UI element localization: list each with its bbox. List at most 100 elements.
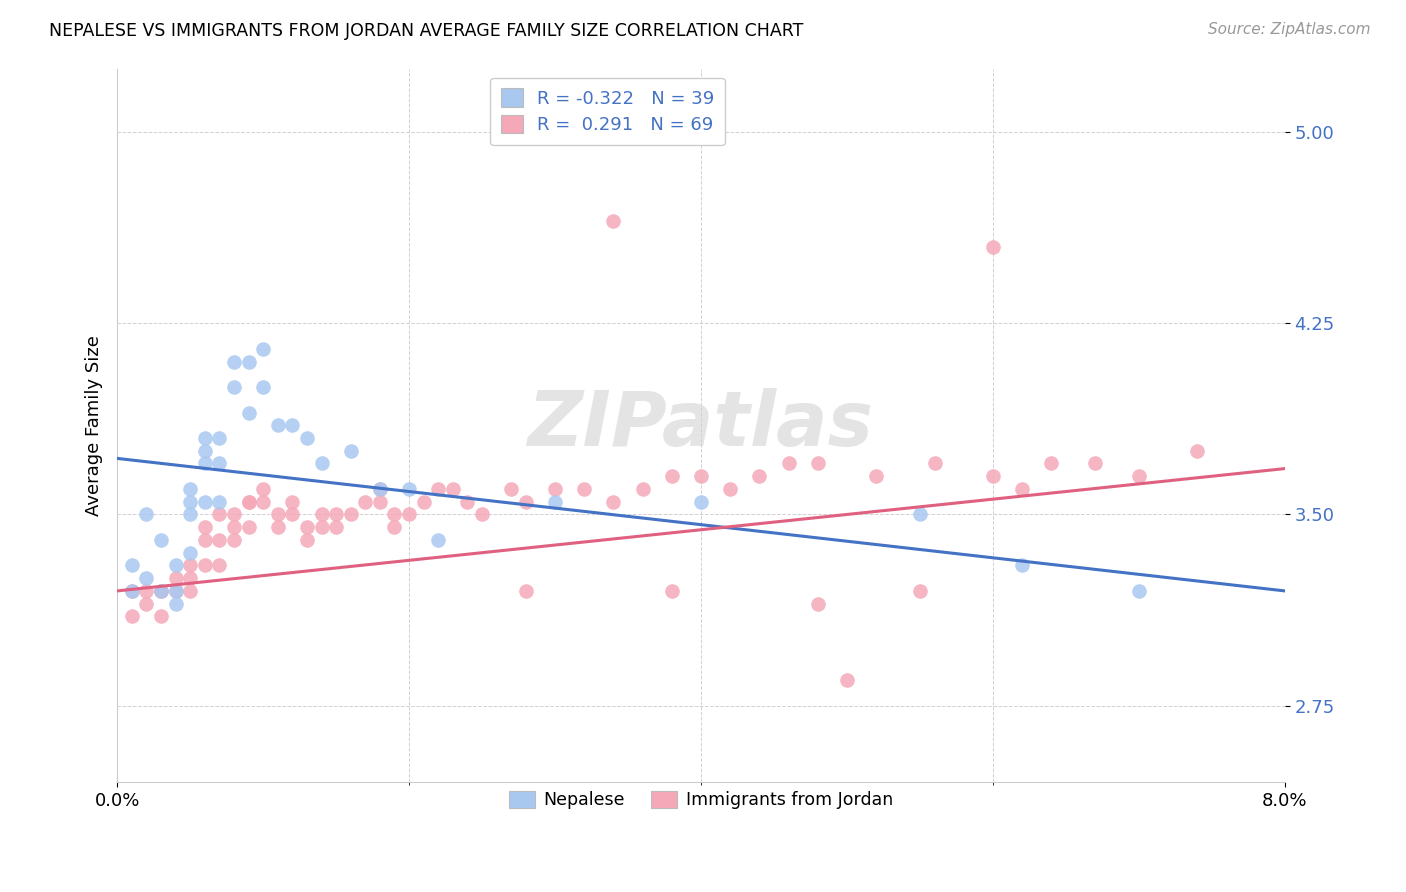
Point — [981, 469, 1004, 483]
Point — [1128, 583, 1150, 598]
Point — [384, 508, 406, 522]
Point — [384, 520, 406, 534]
Point — [135, 508, 157, 522]
Point — [194, 494, 217, 508]
Point — [149, 583, 172, 598]
Point — [339, 443, 361, 458]
Point — [165, 583, 187, 598]
Point — [412, 494, 434, 508]
Point — [267, 520, 290, 534]
Legend: Nepalese, Immigrants from Jordan: Nepalese, Immigrants from Jordan — [502, 784, 900, 816]
Point — [602, 494, 624, 508]
Point — [238, 354, 260, 368]
Point — [368, 494, 391, 508]
Y-axis label: Average Family Size: Average Family Size — [86, 334, 103, 516]
Point — [427, 482, 450, 496]
Point — [295, 533, 318, 547]
Point — [807, 597, 830, 611]
Point — [149, 609, 172, 624]
Point — [924, 457, 946, 471]
Point — [368, 482, 391, 496]
Point — [1011, 558, 1033, 573]
Point — [574, 482, 596, 496]
Point — [179, 558, 201, 573]
Point — [179, 571, 201, 585]
Point — [295, 520, 318, 534]
Point — [238, 494, 260, 508]
Point — [149, 533, 172, 547]
Point — [544, 494, 567, 508]
Point — [1040, 457, 1063, 471]
Point — [208, 533, 231, 547]
Point — [179, 508, 201, 522]
Point — [267, 418, 290, 433]
Point — [1187, 443, 1209, 458]
Point — [295, 431, 318, 445]
Point — [398, 508, 420, 522]
Point — [194, 457, 217, 471]
Point — [981, 240, 1004, 254]
Text: NEPALESE VS IMMIGRANTS FROM JORDAN AVERAGE FAMILY SIZE CORRELATION CHART: NEPALESE VS IMMIGRANTS FROM JORDAN AVERA… — [49, 22, 804, 40]
Point — [602, 214, 624, 228]
Point — [631, 482, 654, 496]
Point — [222, 508, 245, 522]
Text: Source: ZipAtlas.com: Source: ZipAtlas.com — [1208, 22, 1371, 37]
Point — [908, 508, 931, 522]
Point — [690, 469, 713, 483]
Point — [149, 583, 172, 598]
Point — [441, 482, 464, 496]
Point — [222, 354, 245, 368]
Point — [194, 558, 217, 573]
Point — [208, 508, 231, 522]
Point — [194, 431, 217, 445]
Point — [748, 469, 770, 483]
Point — [222, 533, 245, 547]
Point — [515, 583, 537, 598]
Point — [807, 457, 830, 471]
Point — [149, 583, 172, 598]
Point — [252, 342, 274, 356]
Point — [778, 457, 800, 471]
Point — [194, 520, 217, 534]
Point — [252, 482, 274, 496]
Point — [311, 520, 333, 534]
Point — [238, 520, 260, 534]
Point — [544, 482, 567, 496]
Point — [194, 443, 217, 458]
Point — [135, 583, 157, 598]
Point — [1128, 469, 1150, 483]
Point — [281, 418, 304, 433]
Point — [325, 508, 347, 522]
Point — [222, 380, 245, 394]
Point — [311, 508, 333, 522]
Point — [165, 597, 187, 611]
Point — [281, 508, 304, 522]
Point — [690, 494, 713, 508]
Point — [865, 469, 887, 483]
Point — [718, 482, 741, 496]
Point — [238, 405, 260, 419]
Point — [208, 558, 231, 573]
Point — [339, 508, 361, 522]
Point — [121, 558, 143, 573]
Point — [515, 494, 537, 508]
Point — [121, 609, 143, 624]
Point — [501, 482, 523, 496]
Point — [179, 482, 201, 496]
Point — [661, 469, 683, 483]
Point — [222, 520, 245, 534]
Point — [1084, 457, 1107, 471]
Point — [661, 583, 683, 598]
Point — [908, 583, 931, 598]
Point — [368, 482, 391, 496]
Point — [252, 494, 274, 508]
Point — [165, 571, 187, 585]
Point — [165, 558, 187, 573]
Point — [121, 583, 143, 598]
Point — [208, 494, 231, 508]
Point — [135, 571, 157, 585]
Point — [311, 457, 333, 471]
Point — [835, 673, 858, 687]
Point — [179, 583, 201, 598]
Point — [427, 533, 450, 547]
